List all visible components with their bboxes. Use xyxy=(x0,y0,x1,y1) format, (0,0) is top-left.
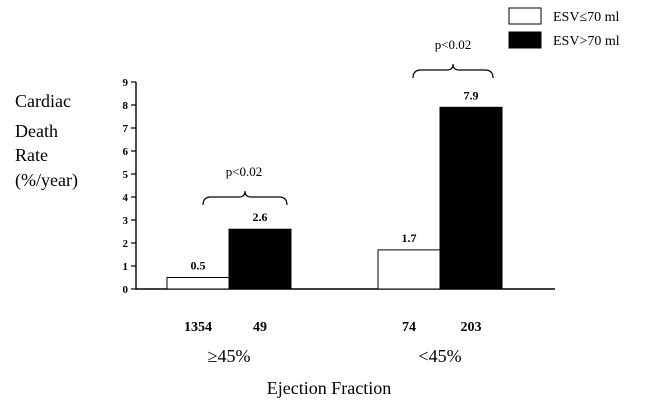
significance-label: p<0.02 xyxy=(226,164,263,179)
y-axis-title: Cardiac Death Rate (%/year) xyxy=(15,91,78,191)
y-axis-title-line: Cardiac xyxy=(15,91,71,111)
sample-size-label: 203 xyxy=(461,320,482,335)
y-tick-label: 3 xyxy=(123,215,129,227)
legend-label: ESV≤70 ml xyxy=(553,10,620,25)
y-tick-label: 8 xyxy=(123,100,129,112)
y-tick-label: 5 xyxy=(123,169,129,181)
y-tick-label: 6 xyxy=(123,146,129,158)
y-axis-title-line: (%/year) xyxy=(15,170,78,191)
category-label: <45% xyxy=(418,346,461,366)
significance-label: p<0.02 xyxy=(435,37,472,52)
bar-value-label: 1.7 xyxy=(402,231,417,245)
sample-size-label: 1354 xyxy=(184,320,212,335)
y-tick-label: 4 xyxy=(123,192,129,204)
legend-swatch-esv-high xyxy=(508,31,542,49)
bar-marks xyxy=(166,106,503,290)
sample-size-label: 74 xyxy=(402,320,416,335)
y-tick-label: 0 xyxy=(123,284,129,296)
bar xyxy=(228,228,292,290)
sample-size-label: 49 xyxy=(253,320,267,335)
significance-bracket xyxy=(412,63,494,79)
significance-brackets xyxy=(202,63,494,206)
bar xyxy=(439,106,503,290)
y-axis-title-line: Rate xyxy=(15,145,48,165)
significance-bracket xyxy=(202,190,288,206)
x-axis-title: Ejection Fraction xyxy=(267,378,391,398)
y-axis-ticks: 0 1 2 3 4 5 6 7 8 9 xyxy=(123,77,136,296)
bar xyxy=(377,249,441,290)
y-tick-label: 9 xyxy=(123,77,129,89)
y-tick-label: 7 xyxy=(123,123,129,135)
bar-value-label: 0.5 xyxy=(191,259,206,273)
y-tick-label: 1 xyxy=(123,261,129,273)
bar xyxy=(166,277,230,290)
legend-label: ESV>70 ml xyxy=(553,34,620,49)
legend: ESV≤70 ml ESV>70 ml xyxy=(508,7,620,49)
bar-value-label: 7.9 xyxy=(464,88,479,102)
legend-swatch-esv-low xyxy=(508,7,542,25)
y-tick-label: 2 xyxy=(123,238,129,250)
value-labels: 0.5 1354 2.6 49 1.7 74 7.9 203 xyxy=(184,88,482,335)
category-label: ≥45% xyxy=(208,346,251,366)
y-axis-title-line: Death xyxy=(15,121,58,141)
bar-value-label: 2.6 xyxy=(253,210,268,224)
